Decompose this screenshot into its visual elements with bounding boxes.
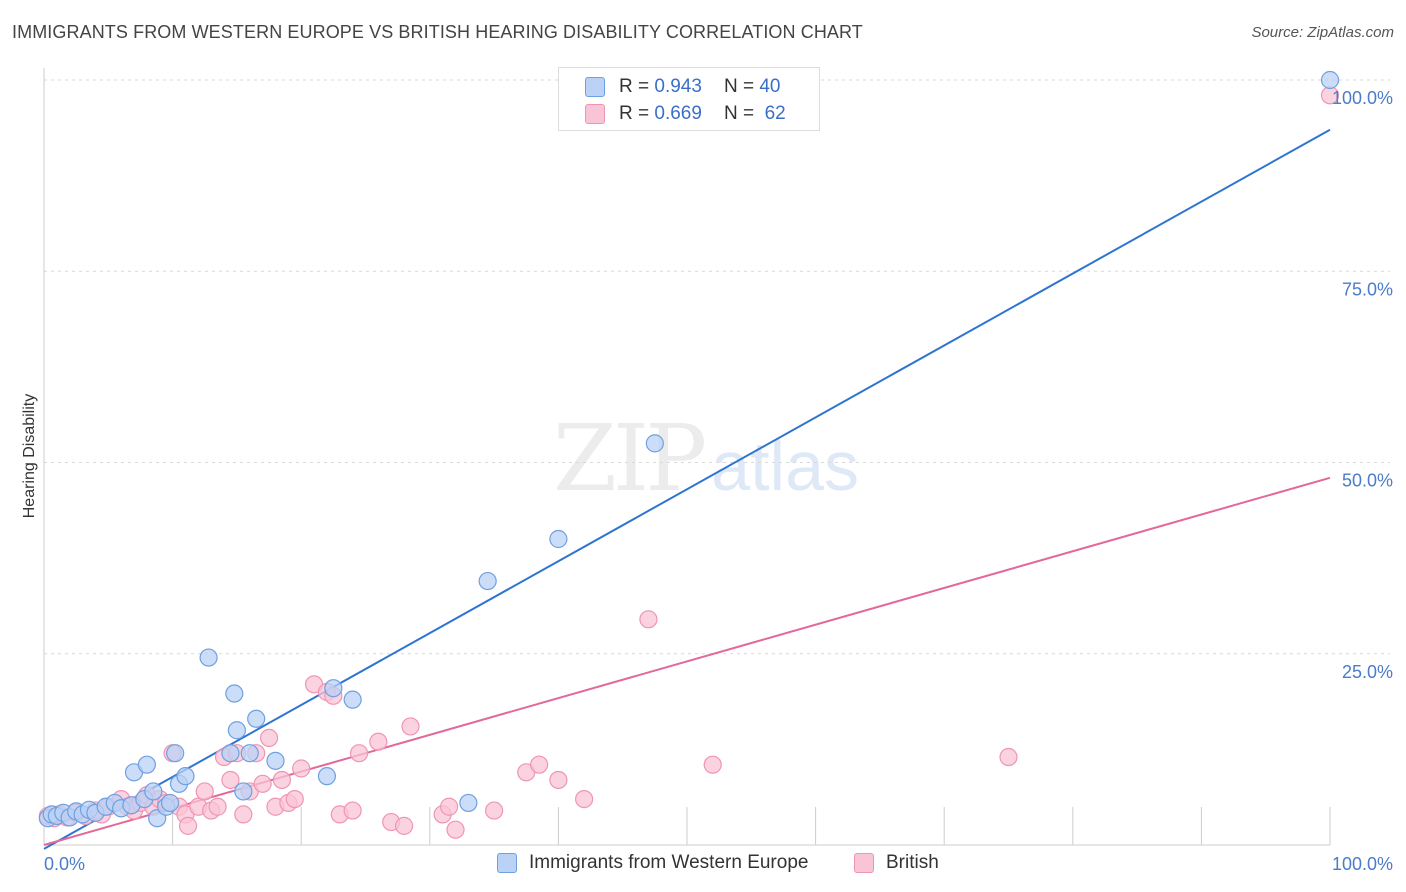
point-british — [349, 744, 369, 763]
point-british — [285, 789, 304, 809]
point-british — [394, 816, 414, 835]
y-tick-label: 100.0% — [1332, 88, 1393, 108]
watermark-zip: ZIP — [553, 405, 707, 512]
trend-lines — [43, 128, 1331, 850]
point-british — [999, 747, 1018, 767]
n-value: 62 — [764, 103, 786, 124]
x-tick-label: 100.0% — [1332, 854, 1393, 874]
point-western-europe — [221, 744, 240, 763]
grid-lines — [44, 79, 1390, 655]
r-label: R = — [619, 76, 650, 97]
stats-row-blue: R = 0.943 N = 40 — [585, 74, 780, 100]
y-tick-label: 75.0% — [1342, 279, 1393, 299]
point-western-europe — [160, 793, 180, 813]
chart-title: IMMIGRANTS FROM WESTERN EUROPE VS BRITIS… — [12, 22, 863, 42]
point-western-europe — [166, 744, 185, 763]
point-british — [439, 797, 459, 816]
watermark: ZIP atlas — [553, 405, 859, 512]
point-western-europe — [199, 648, 218, 667]
point-british — [446, 820, 465, 839]
point-british — [703, 755, 722, 774]
pink-swatch — [854, 853, 874, 873]
point-british — [272, 770, 292, 790]
point-british — [549, 770, 568, 790]
point-british — [343, 801, 362, 820]
point-western-europe — [144, 782, 163, 801]
n-label: N = — [723, 76, 755, 97]
legend-item-western-europe[interactable]: Immigrants from Western Europe — [497, 852, 808, 874]
point-western-europe — [227, 721, 246, 740]
point-british — [575, 789, 594, 809]
n-value: 40 — [759, 76, 781, 97]
point-western-europe — [549, 529, 568, 549]
point-british — [485, 801, 504, 820]
point-british — [639, 610, 658, 629]
n-label: N = — [723, 103, 755, 124]
point-western-europe — [247, 709, 266, 728]
point-british — [221, 770, 240, 790]
legend-item-british[interactable]: British — [854, 852, 939, 874]
point-western-europe — [234, 782, 253, 801]
r-value: 0.669 — [654, 103, 702, 124]
axes — [43, 68, 1331, 846]
point-british — [401, 717, 420, 736]
point-british — [530, 755, 549, 774]
watermark-atlas: atlas — [711, 427, 860, 505]
source-label: Source: ZipAtlas.com — [1251, 24, 1394, 41]
blue-swatch — [585, 77, 605, 97]
point-british — [178, 816, 198, 835]
stats-legend: R = 0.943 N = 40 R = 0.669 N = 62 — [558, 67, 820, 131]
point-western-europe — [1320, 70, 1340, 90]
point-western-europe — [324, 679, 343, 698]
point-western-europe — [266, 751, 285, 770]
point-british — [195, 782, 214, 801]
point-western-europe — [225, 684, 244, 703]
y-tick-label: 50.0% — [1342, 471, 1393, 491]
legend-label: British — [886, 852, 939, 873]
point-western-europe — [137, 755, 156, 774]
point-british — [369, 732, 388, 751]
point-british — [292, 759, 311, 778]
stats-row-pink: R = 0.669 N = 62 — [585, 101, 786, 127]
r-value: 0.943 — [654, 76, 702, 97]
series-legend: Immigrants from Western Europe British — [0, 852, 1406, 876]
data-points — [38, 70, 1340, 839]
point-western-europe — [343, 690, 362, 709]
point-british — [259, 728, 279, 748]
x-tick-label: 0.0% — [44, 854, 85, 874]
trend-line-western-europe — [43, 128, 1331, 850]
blue-swatch — [497, 853, 517, 873]
point-british — [234, 805, 253, 824]
point-western-europe — [478, 571, 497, 591]
point-western-europe — [459, 793, 478, 813]
y-tick-label: 25.0% — [1342, 662, 1393, 682]
point-western-europe — [645, 434, 664, 453]
legend-label: Immigrants from Western Europe — [529, 852, 809, 873]
point-british — [253, 774, 272, 793]
point-western-europe — [240, 744, 259, 763]
point-british — [208, 797, 227, 816]
point-western-europe — [176, 767, 195, 786]
point-western-europe — [317, 767, 337, 786]
r-label: R = — [619, 103, 650, 124]
pink-swatch — [585, 104, 605, 124]
tick-labels: 25.0% 50.0% 75.0% 100.0% 0.0% 100.0% — [44, 88, 1393, 874]
